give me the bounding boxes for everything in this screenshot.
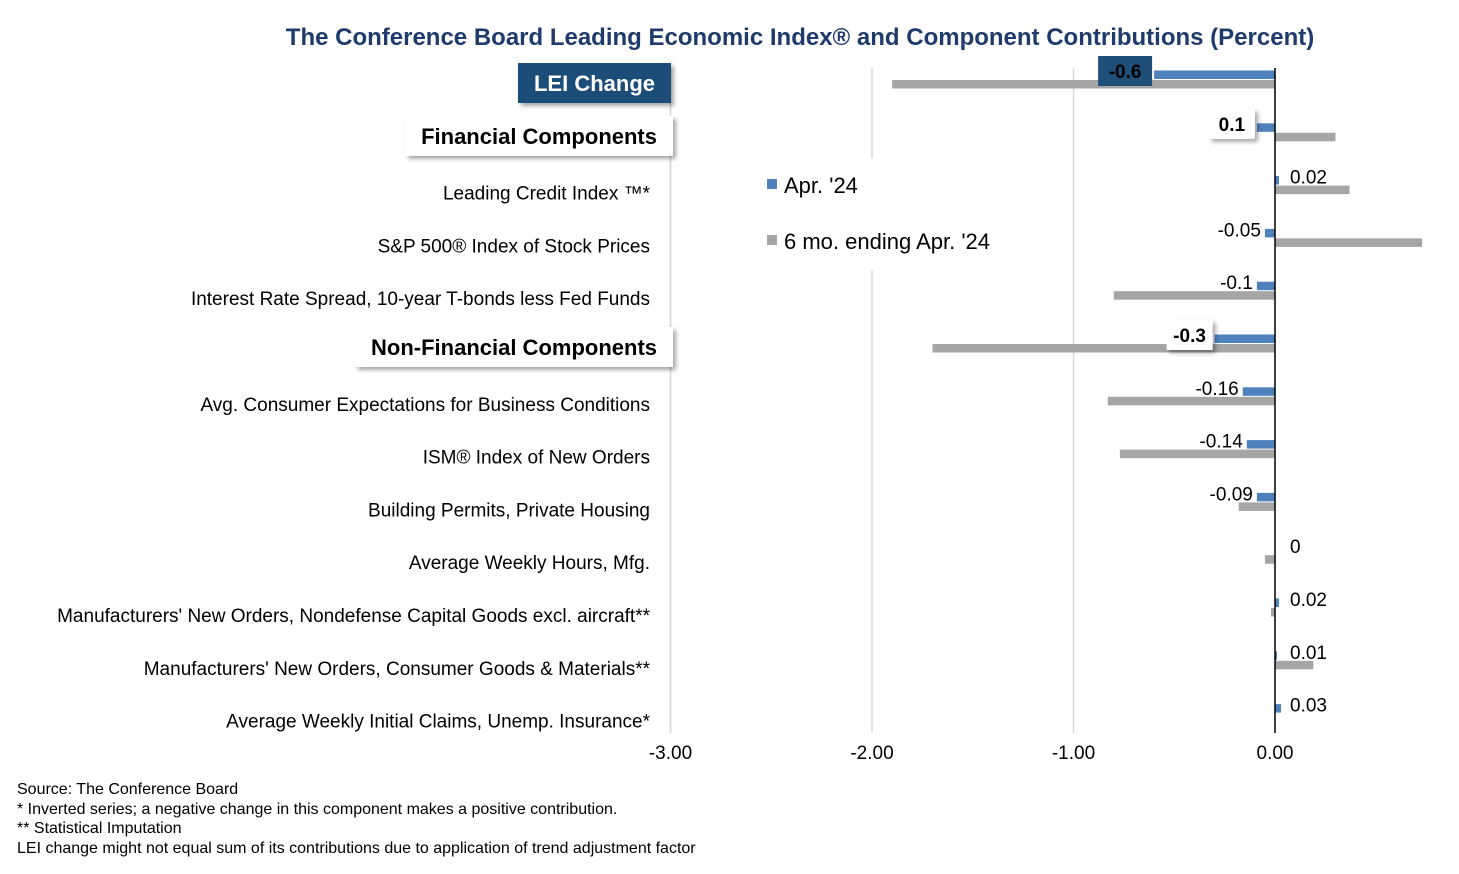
x-tick-label: -3.00 <box>649 743 692 764</box>
data-label: -0.16 <box>1195 379 1238 400</box>
category-label: Manufacturers' New Orders, Consumer Good… <box>144 659 651 680</box>
six-month-bar <box>1107 396 1275 406</box>
category-label: Interest Rate Spread, 10-year T-bonds le… <box>191 289 650 310</box>
section-header-box <box>405 115 673 156</box>
lei-change-header: LEI Change <box>517 63 671 103</box>
section-header-label: Financial Components <box>421 124 657 149</box>
apr-bar <box>1246 440 1275 449</box>
x-tick-label: 0.00 <box>1257 743 1294 764</box>
section-header-box <box>355 327 673 367</box>
data-label: -0.3 <box>1173 326 1206 347</box>
bars: -0.6 0.1 0.02 -0.05 -0.1 -0.3 -0.16 -0.14 -0.09 0… <box>892 56 1423 717</box>
six-month-bar <box>1238 502 1275 511</box>
six-month-bar <box>1119 449 1275 459</box>
apr-bar <box>1275 704 1282 713</box>
legend-swatch <box>767 235 777 245</box>
category-label: Manufacturers' New Orders, Nondefense Ca… <box>57 606 650 627</box>
legend: Apr. '24 6 mo. ending Apr. '24 <box>745 158 990 270</box>
apr-bar <box>1256 492 1275 502</box>
data-label-box <box>1166 320 1213 350</box>
six-month-bar <box>1275 132 1336 142</box>
apr-bar <box>1154 70 1275 79</box>
data-label: -0.14 <box>1199 432 1243 453</box>
section-header-label: LEI Change <box>534 71 655 96</box>
six-month-bar <box>1113 291 1275 300</box>
category-label: Average Weekly Initial Claims, Unemp. In… <box>226 712 650 733</box>
apr-bar <box>1264 228 1275 238</box>
imputation-note: ** Statistical Imputation <box>17 820 182 837</box>
section-header: Financial Components <box>405 115 673 156</box>
section-header-box <box>517 63 671 103</box>
apr-bar <box>1242 387 1275 396</box>
category-label: S&P 500® Index of Stock Prices <box>378 236 650 257</box>
legend-label: Apr. '24 <box>784 173 858 198</box>
apr-bar <box>1275 598 1280 607</box>
six-month-bar <box>1264 555 1275 564</box>
data-label-box <box>1208 108 1255 139</box>
category-labels: LEI Change Financial Components Leading Cr… <box>57 63 673 733</box>
six-month-bar <box>1275 660 1314 670</box>
apr-bar <box>1256 123 1275 132</box>
category-label: ISM® Index of New Orders <box>423 448 650 469</box>
axes: -3.00 -2.00 -1.00 0.00 <box>649 68 1294 764</box>
inverted-note: * Inverted series; a negative change in … <box>17 800 618 818</box>
category-label: Building Permits, Private Housing <box>368 500 650 521</box>
data-label: 0.03 <box>1290 696 1327 717</box>
source-note: Source: The Conference Board <box>17 781 239 798</box>
legend-label: 6 mo. ending Apr. '24 <box>784 229 990 254</box>
data-label: -0.6 <box>1109 62 1142 83</box>
six-month-bar <box>1275 238 1423 247</box>
data-label-box <box>1098 56 1153 86</box>
x-tick-label: -2.00 <box>850 743 893 764</box>
six-month-bar <box>892 80 1275 89</box>
data-label: 0.02 <box>1290 168 1327 189</box>
apr-bar <box>1214 334 1275 343</box>
six-month-bar <box>932 344 1275 353</box>
footnotes: Source: The Conference Board * Inverted … <box>17 780 696 858</box>
data-label: 0.01 <box>1290 643 1327 664</box>
category-label: Avg. Consumer Expectations for Business … <box>200 395 650 416</box>
data-label: -0.09 <box>1210 484 1253 505</box>
data-label: 0.1 <box>1219 115 1246 136</box>
data-label: -0.05 <box>1218 220 1261 241</box>
six-month-bar <box>1275 185 1350 195</box>
apr-bar <box>1275 651 1278 660</box>
legend-swatch <box>767 179 777 189</box>
x-tick-label: -1.00 <box>1052 743 1095 764</box>
trend-note: LEI change might not equal sum of its co… <box>17 839 696 857</box>
category-label: Leading Credit Index ™* <box>443 184 651 205</box>
section-header: Non-Financial Components <box>355 327 673 367</box>
chart-title: The Conference Board Leading Economic In… <box>286 24 1314 51</box>
six-month-bar <box>1270 608 1275 617</box>
apr-bar <box>1275 176 1280 185</box>
legend-background <box>745 158 873 270</box>
category-label: Average Weekly Hours, Mfg. <box>409 553 650 574</box>
section-header-label: Non-Financial Components <box>371 335 657 360</box>
apr-bar <box>1256 281 1275 291</box>
data-label: 0 <box>1290 537 1301 558</box>
data-label: 0.02 <box>1290 590 1327 611</box>
data-label: -0.1 <box>1220 273 1253 294</box>
